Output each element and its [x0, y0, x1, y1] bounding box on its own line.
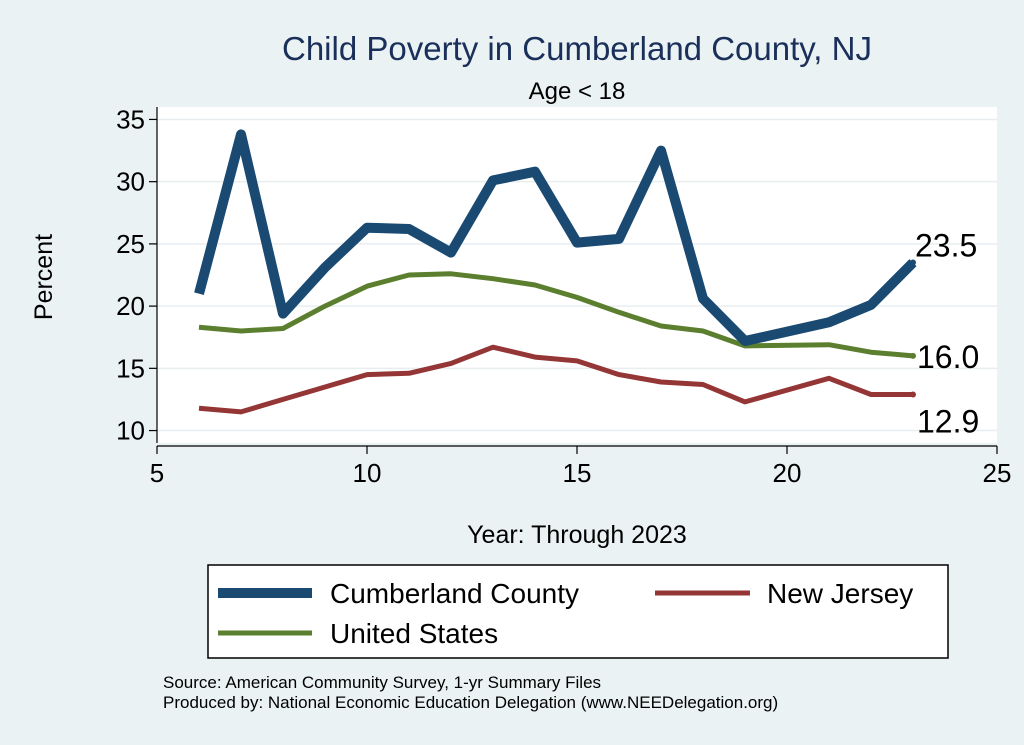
legend: Cumberland County New Jersey United Stat…	[207, 564, 949, 659]
x-tick-label: 20	[773, 458, 802, 488]
series-line-united-states	[198, 271, 914, 359]
series-lines	[194, 129, 917, 415]
source-note: Source: American Community Survey, 1-yr …	[163, 673, 601, 692]
chart-title: Child Poverty in Cumberland County, NJ	[282, 30, 872, 67]
end-point-marker	[910, 259, 916, 266]
end-label-united-states: 16.0	[917, 339, 979, 375]
y-tick-label: 30	[116, 167, 145, 197]
series-line-new-jersey	[198, 344, 913, 415]
x-tick-label: 15	[563, 458, 592, 488]
end-point-marker	[910, 391, 916, 398]
legend-label-new-jersey: New Jersey	[767, 578, 913, 609]
end-point-marker	[910, 352, 916, 359]
chart-subtitle: Age < 18	[529, 78, 626, 105]
end-label-new-jersey: 12.9	[917, 403, 979, 439]
end-labels: 23.5 12.9 16.0	[915, 228, 979, 440]
producer-note: Produced by: National Economic Education…	[163, 693, 778, 712]
y-tick-label: 35	[116, 104, 145, 134]
legend-box	[207, 564, 949, 659]
x-tick-label: 5	[150, 458, 164, 488]
x-tick-label: 10	[353, 458, 382, 488]
legend-label-united-states: United States	[330, 618, 498, 649]
y-tick-label: 10	[116, 416, 145, 446]
y-tick-label: 25	[116, 229, 145, 259]
legend-label-cumberland: Cumberland County	[330, 578, 579, 609]
x-axis-title: Year: Through 2023	[467, 521, 687, 549]
x-tick-label: 25	[983, 458, 1012, 488]
end-label-cumberland-county: 23.5	[915, 228, 977, 264]
y-tick-label: 20	[116, 291, 145, 321]
series-line-cumberland-county	[194, 129, 917, 346]
y-tick-label: 15	[116, 353, 145, 383]
y-axis-title: Percent	[30, 234, 58, 320]
